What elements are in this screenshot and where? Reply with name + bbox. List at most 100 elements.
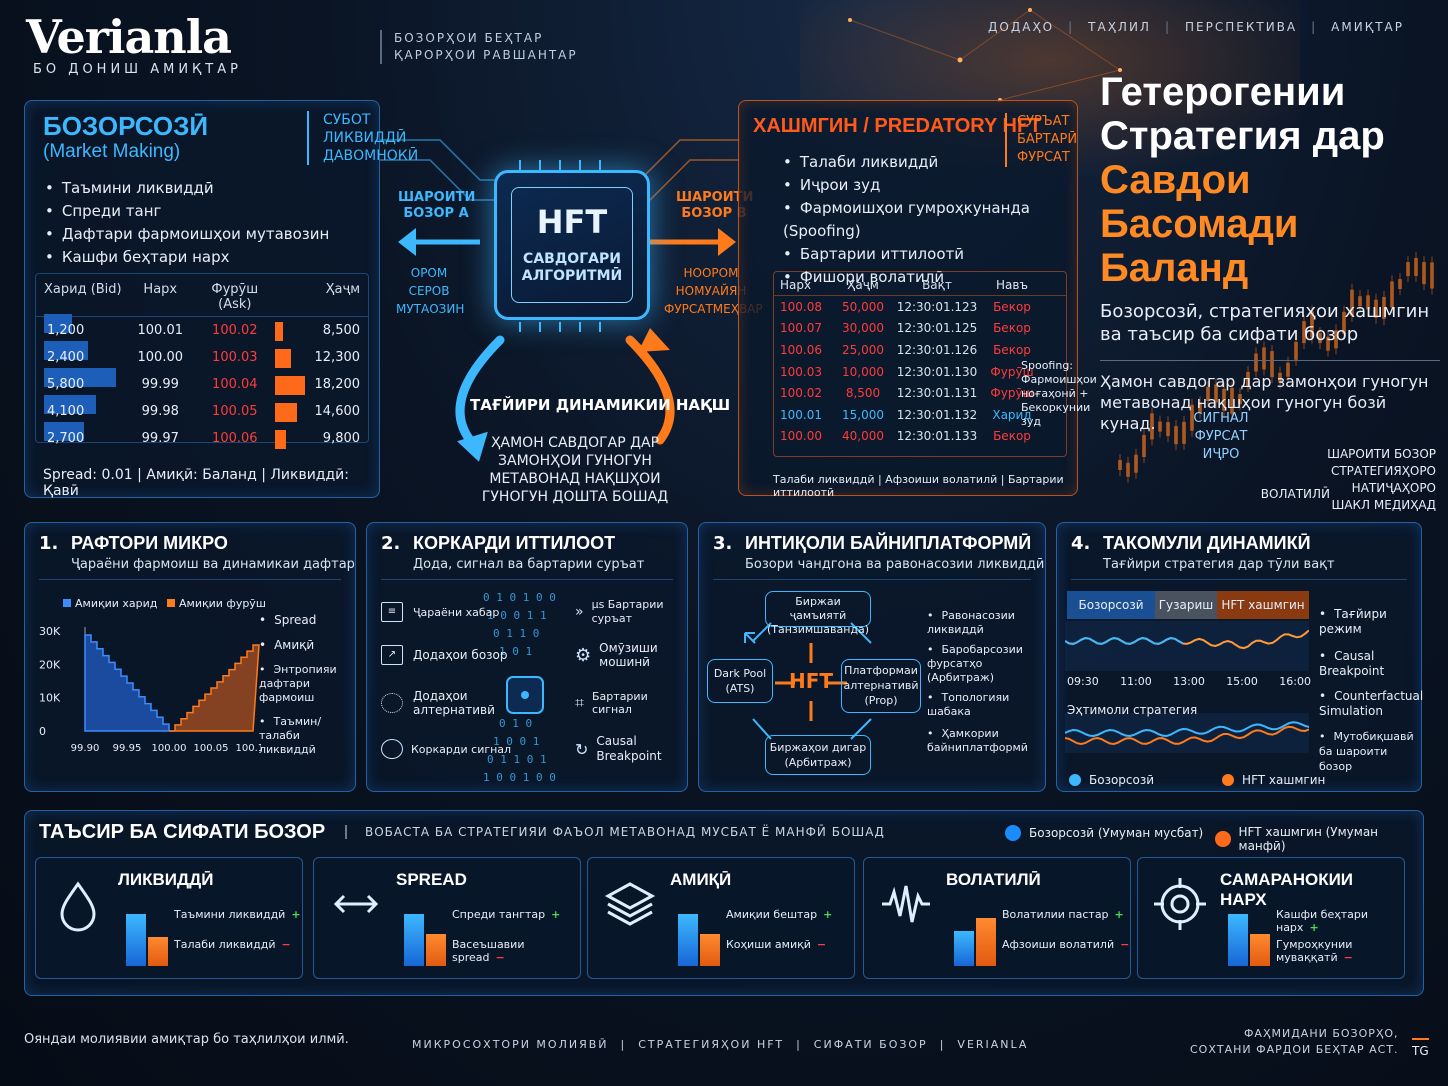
trade-row: 100.07 30,000 12:30:01.125 Бекор bbox=[774, 318, 1066, 340]
impact-card-title: ЛИКВИДДӢ bbox=[118, 870, 214, 889]
network-icon bbox=[381, 693, 403, 713]
trade-row: 100.00 40,000 12:30:01.133 Бекор bbox=[774, 426, 1066, 448]
footer-item: VERIANLA bbox=[957, 1038, 1029, 1051]
ask-value: 100.03 bbox=[212, 350, 258, 365]
card3-bullet: Равонасозии ликвиддӣ bbox=[927, 609, 1043, 637]
positive-bar bbox=[404, 913, 424, 966]
x-tick: 99.95 bbox=[113, 743, 142, 754]
impact-positive-label: Таъмини ликвиддӣ + bbox=[174, 908, 301, 921]
trade-row: 100.02 8,500 12:30:01.131 Фурӯш bbox=[774, 382, 1066, 404]
cycle-arrow-orange-icon bbox=[625, 335, 675, 445]
legend-bid: Амиқии харид bbox=[63, 597, 157, 610]
depth-chart: 30K 20K 10K 0 99.90 99.95 100.00 100.05 100.10 bbox=[39, 625, 261, 754]
price-value: 100.01 bbox=[137, 323, 184, 338]
x-tick: 16:00 bbox=[1279, 675, 1311, 688]
impact-legend-positive: Бозорсозӣ (Умуман мусбат) bbox=[1005, 825, 1203, 841]
impact-panel: ТАЪСИР БА СИФАТИ БОЗОР ВОБАСТА БА СТРАТЕ… bbox=[24, 810, 1424, 996]
hero: Гетерогении Стратегия дар Савдои Басомад… bbox=[1100, 70, 1440, 434]
evo-line-top-blue bbox=[1065, 637, 1184, 645]
order-book-header: Харид (Bid) Нарх Фурӯш (Ask) Ҳаҷм bbox=[36, 274, 368, 317]
info-item: Ҷараёни хабар bbox=[413, 605, 500, 619]
x-tick: 99.90 bbox=[71, 743, 100, 754]
positive-bar bbox=[954, 930, 974, 966]
impact-card-title: АМИҚӢ bbox=[670, 870, 732, 889]
trade-price: 100.02 bbox=[780, 386, 822, 401]
info-left-list: ≡ Ҷараёни хабар ↗ Додаҳои бозор Додаҳои ал… bbox=[381, 593, 511, 771]
bid-depth-area bbox=[84, 634, 175, 732]
volume-value: 18,200 bbox=[314, 377, 361, 392]
fast-forward-icon: » bbox=[575, 604, 584, 620]
card3-bullets: Равонасозии ликвиддӣ Баробарсозии фурсат… bbox=[927, 609, 1043, 755]
info-right-item: Causal Breakpoint bbox=[596, 734, 662, 763]
bid-value: 2,700 bbox=[47, 431, 85, 446]
bid-value: 1,200 bbox=[47, 323, 85, 338]
signal-label: СИГНАЛ ФУРСАТ ИҶРО bbox=[1193, 411, 1249, 462]
price-value: 100.00 bbox=[137, 350, 184, 365]
chip-subtitle: САВДОГАРИ АЛГОРИТМӢ bbox=[521, 251, 623, 284]
state-b-label: ШАРОИТИ БОЗОР В bbox=[676, 190, 754, 221]
tab-transition[interactable]: Гузариш bbox=[1155, 591, 1217, 619]
top-nav: ДОДАҲО | ТАҲЛИЛ | ПЕРСПЕКТИВА | АМИҚТАР bbox=[988, 20, 1404, 34]
impact-card-title: SPREAD bbox=[396, 870, 467, 889]
trade-table-rows: 100.08 50,000 12:30:01.123 Бекор 100.07 30,00… bbox=[774, 296, 1066, 447]
pr-bullets: Талаби ликвиддӣ Иҷрои зуд Фармоишҳои гум… bbox=[783, 151, 1077, 289]
footer-right-line1: ФАҲМИДАНИ БОЗОРҲО, bbox=[1243, 1027, 1399, 1040]
negative-bar bbox=[700, 934, 720, 966]
trade-volume: 30,000 bbox=[842, 321, 884, 336]
col-time: Вақт bbox=[922, 278, 952, 292]
ask-depth-bar bbox=[274, 429, 286, 449]
layers-icon bbox=[604, 882, 656, 926]
ask-depth-bar bbox=[274, 402, 297, 422]
trade-volume: 10,000 bbox=[842, 364, 884, 379]
card-cross-platform: 3. ИНТИҚОЛИ БАЙНИПЛАТФОРМӢ Бозори чандго… bbox=[698, 522, 1046, 792]
right-arrow-icon bbox=[640, 228, 736, 256]
svg-text:0 1 0 1 0 0: 0 1 0 1 0 0 bbox=[483, 591, 556, 604]
footer-tg[interactable]: TG bbox=[1412, 1038, 1429, 1058]
card-number: 3. bbox=[713, 533, 733, 554]
mm-title: БОЗОРСОЗӢ bbox=[43, 111, 209, 141]
info-item: Додаҳои алтернативӣ bbox=[413, 689, 495, 717]
hero-subtitle: Бозорсозӣ, стратегияҳои хашмгин ва таъси… bbox=[1100, 301, 1430, 345]
nav-item-deeper[interactable]: АМИҚТАР bbox=[1331, 20, 1404, 34]
card4-bullet: Мутобиқшавӣ ба шароити бозор bbox=[1319, 729, 1423, 774]
volatility-label: ВОЛАТИЛӢ bbox=[1260, 487, 1330, 501]
bid-depth-bar bbox=[44, 341, 88, 360]
card1-bullet: Spread bbox=[259, 613, 355, 628]
trade-type: Бекор bbox=[993, 321, 1031, 336]
cycle-arrow-blue-icon bbox=[455, 335, 505, 445]
ask-value: 100.04 bbox=[212, 377, 258, 392]
news-icon: ≡ bbox=[381, 602, 403, 622]
wave-icon bbox=[882, 885, 930, 923]
order-book-row: 4,100 99.98 100.05 14,600 bbox=[36, 395, 368, 425]
trade-price: 100.06 bbox=[780, 342, 822, 357]
mm-bullet: Таъмини ликвиддӣ bbox=[45, 177, 329, 200]
volume-value: 14,600 bbox=[314, 404, 361, 419]
card1-bullet: Таъмин/талаби ликвиддӣ bbox=[259, 715, 355, 757]
trade-volume: 25,000 bbox=[842, 342, 884, 357]
nav-item-data[interactable]: ДОДАҲО bbox=[988, 20, 1055, 34]
logo-subtitle: БО ДОНИШ АМИҚТАР bbox=[33, 62, 242, 77]
impact-card-5: САМАРАНОКИИ НАРХ Кашфи беҳтари нарх + Гумро… bbox=[1137, 857, 1405, 979]
market-making-panel: БОЗОРСОЗӢ (Market Making) СУБОТ ЛИКВИДДӢ… bbox=[24, 100, 418, 499]
evo-prob-hft bbox=[1065, 725, 1309, 746]
hero-line3: Савдои Басомади bbox=[1100, 158, 1299, 246]
footer-item: СИФАТИ БОЗОР bbox=[813, 1038, 928, 1051]
legend-mm: Бозорсозӣ bbox=[1089, 773, 1155, 787]
logo: Verianla bbox=[26, 10, 232, 64]
card1-bullet: Амиқӣ bbox=[259, 638, 355, 653]
trade-volume: 50,000 bbox=[842, 299, 884, 314]
pr-bullet: Талаби ликвиддӣ bbox=[783, 151, 1077, 174]
trade-volume: 8,500 bbox=[845, 386, 881, 401]
evo-xticks: 09:30 11:00 13:00 15:00 16:00 bbox=[1067, 675, 1311, 688]
minus-icon: − bbox=[281, 938, 291, 951]
nav-item-perspective[interactable]: ПЕРСПЕКТИВА bbox=[1185, 20, 1298, 34]
col-price: Нарх bbox=[143, 282, 178, 297]
card-dynamic-evolution: 4. ТАКОМУЛИ ДИНАМИКӢ Тағйири стратегия д… bbox=[1056, 522, 1423, 792]
gear-icon: ⚙ bbox=[575, 644, 592, 666]
nav-item-analysis[interactable]: ТАҲЛИЛ bbox=[1088, 20, 1151, 34]
plus-icon: + bbox=[551, 908, 561, 921]
tab-aggressive[interactable]: HFT хашмгин bbox=[1217, 591, 1309, 619]
mm-badge-1: СУБОТ bbox=[323, 112, 371, 128]
tab-market-making[interactable]: Бозорсозӣ bbox=[1067, 591, 1155, 619]
mm-bullet: Кашфи беҳтари нарх bbox=[45, 246, 329, 269]
